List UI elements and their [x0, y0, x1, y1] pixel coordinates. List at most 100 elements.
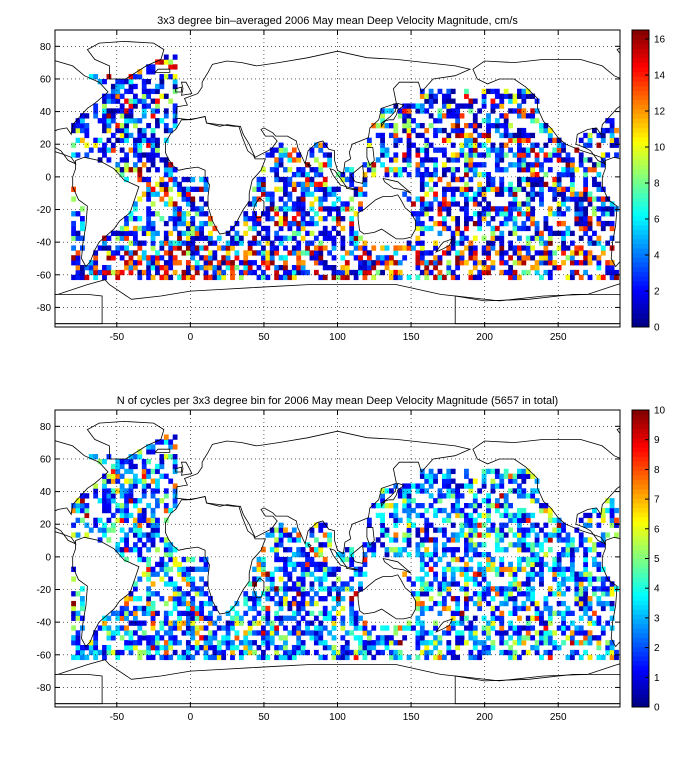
heatmap-cell — [269, 201, 275, 207]
heatmap-cell — [433, 537, 438, 543]
heatmap-cell — [300, 269, 306, 276]
heatmap-cell — [349, 547, 355, 553]
heatmap-cell — [159, 196, 165, 202]
heatmap-cell — [419, 255, 425, 261]
heatmap-cell — [499, 103, 505, 109]
heatmap-cell — [353, 625, 359, 631]
heatmap-cell — [464, 591, 469, 597]
heatmap-cell — [569, 547, 575, 553]
heatmap-cell — [234, 630, 240, 636]
heatmap-cell — [340, 620, 346, 626]
heatmap-cell — [508, 137, 513, 143]
heatmap-cell — [552, 186, 558, 192]
heatmap-cell — [190, 610, 196, 617]
heatmap-cell — [340, 206, 346, 212]
heatmap-cell — [490, 478, 496, 484]
heatmap-cell — [181, 196, 187, 202]
heatmap-cell — [75, 640, 81, 646]
heatmap-cell — [547, 586, 553, 592]
heatmap-cell — [185, 576, 191, 582]
heatmap-cell — [331, 571, 337, 577]
heatmap-cell — [84, 532, 90, 538]
heatmap-cell — [455, 503, 461, 509]
heatmap-cell — [344, 654, 350, 661]
heatmap-cell — [578, 225, 584, 232]
heatmap-cell — [503, 600, 509, 607]
heatmap-cell — [539, 181, 544, 188]
heatmap-cell — [490, 522, 496, 528]
heatmap-cell — [512, 152, 518, 158]
heatmap-cell — [477, 211, 483, 217]
heatmap-cell — [230, 245, 235, 251]
heatmap-cell — [512, 245, 518, 251]
heatmap-cell — [278, 654, 284, 661]
heatmap-cell — [600, 132, 606, 139]
heatmap-cell — [366, 250, 372, 256]
heatmap-cell — [508, 596, 513, 602]
heatmap-cell — [163, 274, 169, 281]
heatmap-cell — [110, 488, 116, 494]
colorbar-segment — [632, 679, 649, 685]
heatmap-cell — [340, 216, 346, 222]
heatmap-cell — [547, 127, 553, 134]
heatmap-cell — [172, 493, 178, 499]
heatmap-cell — [146, 640, 152, 646]
heatmap-cell — [583, 576, 589, 582]
heatmap-cell — [569, 537, 575, 543]
heatmap-cell — [587, 235, 593, 241]
heatmap-cell — [569, 274, 575, 281]
heatmap-cell — [155, 191, 160, 197]
heatmap-cell — [203, 186, 209, 192]
heatmap-cell — [525, 137, 531, 143]
heatmap-cell — [115, 488, 121, 494]
heatmap-cell — [433, 171, 438, 178]
heatmap-cell — [137, 132, 143, 139]
coastline — [72, 156, 140, 268]
heatmap-cell — [225, 635, 231, 641]
heatmap-cell — [508, 542, 513, 548]
heatmap-cell — [446, 260, 452, 266]
heatmap-cell — [172, 591, 178, 597]
heatmap-cell — [592, 167, 597, 173]
heatmap-cell — [327, 191, 333, 197]
heatmap-cell — [397, 625, 403, 631]
heatmap-cell — [525, 152, 531, 158]
heatmap-cell — [159, 576, 165, 582]
heatmap-cell — [512, 566, 518, 572]
heatmap-cell — [163, 59, 169, 65]
heatmap-cell — [305, 269, 310, 276]
heatmap-cell — [177, 561, 182, 568]
heatmap-cell — [419, 483, 425, 489]
heatmap-cell — [327, 157, 333, 163]
heatmap-cell — [375, 269, 381, 276]
heatmap-cell — [252, 615, 257, 621]
heatmap-cell — [340, 596, 346, 602]
heatmap-cell — [437, 118, 443, 124]
heatmap-cell — [353, 610, 359, 617]
heatmap-cell — [132, 152, 138, 158]
heatmap-cell — [168, 620, 174, 626]
heatmap-cell — [517, 591, 522, 597]
heatmap-cell — [547, 240, 553, 246]
heatmap-cell — [102, 245, 107, 251]
colorbar-segment — [632, 577, 649, 583]
heatmap-cell — [128, 211, 134, 217]
heatmap-cell — [115, 98, 121, 104]
heatmap-cell — [406, 576, 412, 582]
heatmap-cell — [269, 260, 275, 266]
colorbar-segment — [632, 498, 649, 504]
heatmap-cell — [137, 225, 143, 232]
heatmap-cell — [468, 556, 474, 563]
heatmap-cell — [428, 171, 434, 178]
heatmap-cell — [539, 507, 544, 514]
heatmap-cell — [256, 644, 262, 651]
heatmap-cell — [574, 220, 580, 227]
colorbar-segment — [632, 669, 649, 676]
heatmap-cell — [291, 250, 297, 256]
heatmap-cell — [521, 547, 527, 553]
x-tick-label: -50 — [110, 332, 125, 343]
heatmap-cell — [468, 162, 474, 168]
heatmap-cell — [159, 59, 165, 65]
heatmap-cell — [525, 635, 531, 641]
